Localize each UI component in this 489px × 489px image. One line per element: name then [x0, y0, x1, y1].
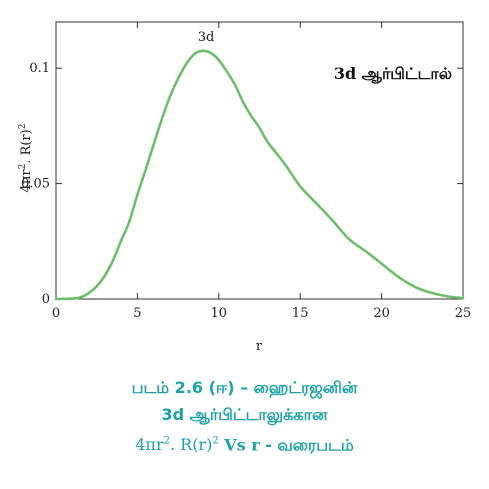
x-tick-label-4: 20	[373, 306, 390, 321]
x-axis-label: r	[256, 339, 263, 354]
caption-line-3: 4πr2. R(r)2 Vs r - வரைபடம்	[0, 428, 489, 458]
axis-ticks: 0 5 10 15 20 25 0 0.05 0.1	[21, 22, 471, 321]
caption-line-2: 3d ஆர்பிட்டாலுக்கான	[161, 405, 328, 424]
peak-label: 3d	[198, 30, 215, 45]
x-tick-label-0: 0	[52, 306, 60, 321]
x-tick-label-1: 5	[133, 306, 141, 321]
caption-line-1: படம் 2.6 (ஈ) – ஹைட்ரஜனின்	[131, 378, 358, 397]
x-tick-label-3: 15	[292, 306, 309, 321]
series-group	[54, 49, 465, 301]
figure-caption: படம் 2.6 (ஈ) – ஹைட்ரஜனின் 3d ஆர்பிட்டாலு…	[0, 374, 489, 458]
y-tick-label-2: 0.1	[29, 61, 50, 76]
y-tick-label-0: 0	[42, 292, 50, 307]
caption-rest: - வரைபடம்	[265, 435, 354, 455]
x-tick-label-5: 25	[455, 306, 472, 321]
y-tick-label-1: 0.05	[21, 177, 50, 192]
plot-area-frame	[55, 21, 464, 300]
x-tick-label-2: 10	[211, 306, 228, 321]
y-axis-label: 4πr2. R(r)2	[18, 124, 34, 193]
chart-title: 3d ஆர்பிட்டால்	[334, 64, 452, 84]
series-line-0	[54, 49, 465, 301]
caption-formula: 4πr2. R(r)2	[135, 435, 219, 455]
caption-vs: Vs r	[224, 435, 260, 455]
